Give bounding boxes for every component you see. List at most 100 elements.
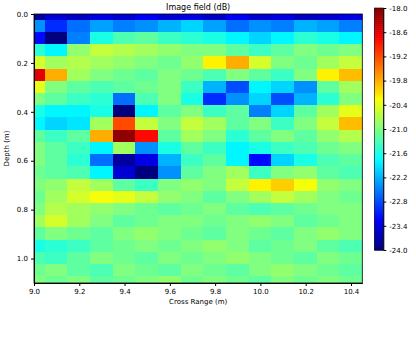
tick-label: 9.2 — [74, 288, 85, 296]
heatmap-cell — [45, 117, 69, 132]
tick-mark — [31, 259, 34, 260]
heatmap-cell — [203, 105, 228, 119]
colorbar — [374, 8, 383, 251]
heatmap-cell — [317, 154, 341, 168]
tick-mark — [383, 32, 386, 33]
heatmap-cell — [135, 264, 160, 278]
heatmap-cell — [339, 142, 362, 156]
tick-label: 0.6 — [17, 157, 29, 165]
heatmap-cell — [34, 32, 47, 46]
tick-label: 10.4 — [344, 288, 360, 296]
heatmap-cell — [294, 56, 319, 71]
heatmap-cell — [181, 154, 205, 168]
tick-mark — [260, 283, 261, 286]
heatmap-cell — [90, 179, 115, 193]
heatmap-cell — [226, 252, 251, 266]
heatmap-cell — [34, 227, 47, 242]
heatmap-cell — [113, 166, 137, 181]
tick-label: 9.6 — [165, 288, 177, 296]
heatmap-cell — [90, 117, 115, 132]
heatmap-cell — [113, 44, 137, 58]
heatmap-cell — [317, 215, 341, 229]
heatmap-cell — [226, 142, 251, 156]
heatmap-cell — [317, 166, 341, 181]
heatmap-cell — [90, 227, 115, 242]
heatmap-cell — [135, 215, 160, 229]
tick-mark — [383, 56, 386, 57]
tick: -24.0 — [383, 247, 407, 255]
heatmap-cell — [249, 105, 273, 119]
heatmap-cell — [181, 191, 205, 205]
tick-mark — [31, 112, 34, 113]
tick-mark — [383, 226, 386, 227]
heatmap-cell — [90, 240, 115, 254]
heatmap-cell — [226, 179, 251, 193]
tick-mark — [125, 283, 126, 286]
tick-mark — [31, 210, 34, 211]
tick-mark — [351, 283, 352, 286]
heatmap-cell — [271, 105, 296, 119]
tick-label: -22.2 — [389, 174, 407, 182]
heatmap-cell — [294, 227, 319, 242]
heatmap-cell — [181, 56, 205, 71]
heatmap-cell — [135, 227, 160, 242]
tick-mark — [383, 153, 386, 154]
heatmap-cell — [90, 105, 115, 119]
heatmap-cell — [181, 142, 205, 156]
heatmap-cell — [45, 276, 69, 283]
heatmap-cell — [294, 142, 319, 156]
heatmap-cell — [135, 240, 160, 254]
heatmap-cell — [181, 32, 205, 46]
heatmap-cell — [158, 69, 183, 83]
tick-mark — [383, 202, 386, 203]
heatmap-cell — [294, 32, 319, 46]
heatmap-cell — [113, 81, 137, 95]
tick-mark — [383, 8, 386, 9]
heatmap-cell — [249, 142, 273, 156]
heatmap-cell — [67, 142, 92, 156]
heatmap — [34, 14, 362, 283]
heatmap-cell — [203, 93, 228, 107]
heatmap-cell — [249, 166, 273, 181]
heatmap-cell — [158, 276, 183, 283]
heatmap-cell — [34, 166, 47, 181]
heatmap-cell — [226, 56, 251, 71]
heatmap-cell — [90, 252, 115, 266]
heatmap-cell — [203, 130, 228, 144]
heatmap-cell — [294, 93, 319, 107]
heatmap-cell — [45, 264, 69, 278]
heatmap-cell — [135, 130, 160, 144]
heatmap-cell — [181, 252, 205, 266]
heatmap-cell — [34, 264, 47, 278]
tick: -19.8 — [383, 77, 407, 85]
tick-label: 0.2 — [17, 60, 28, 68]
heatmap-cell — [158, 240, 183, 254]
heatmap-cell — [317, 69, 341, 83]
heatmap-cell — [226, 44, 251, 58]
heatmap-cell — [90, 69, 115, 83]
heatmap-cell — [339, 32, 362, 46]
heatmap-cell — [113, 142, 137, 156]
tick-mark — [383, 81, 386, 82]
heatmap-cell — [158, 252, 183, 266]
tick: -22.2 — [383, 174, 407, 182]
tick-label: -20.4 — [389, 102, 408, 110]
heatmap-cell — [135, 56, 160, 71]
tick: 1.0 — [17, 255, 34, 263]
heatmap-cell — [113, 93, 137, 107]
heatmap-cell — [203, 154, 228, 168]
heatmap-cell — [67, 154, 92, 168]
heatmap-cell — [34, 154, 47, 168]
heatmap-cell — [203, 20, 228, 34]
heatmap-cell — [113, 154, 137, 168]
heatmap-cell — [113, 264, 137, 278]
heatmap-cell — [67, 105, 92, 119]
heatmap-cell — [249, 93, 273, 107]
heatmap-cell — [226, 191, 251, 205]
chart-title: Image field (dB) — [166, 3, 230, 12]
heatmap-cell — [67, 44, 92, 58]
heatmap-cell — [226, 81, 251, 95]
heatmap-cell — [135, 276, 160, 283]
heatmap-cell — [181, 44, 205, 58]
heatmap-cell — [203, 117, 228, 132]
